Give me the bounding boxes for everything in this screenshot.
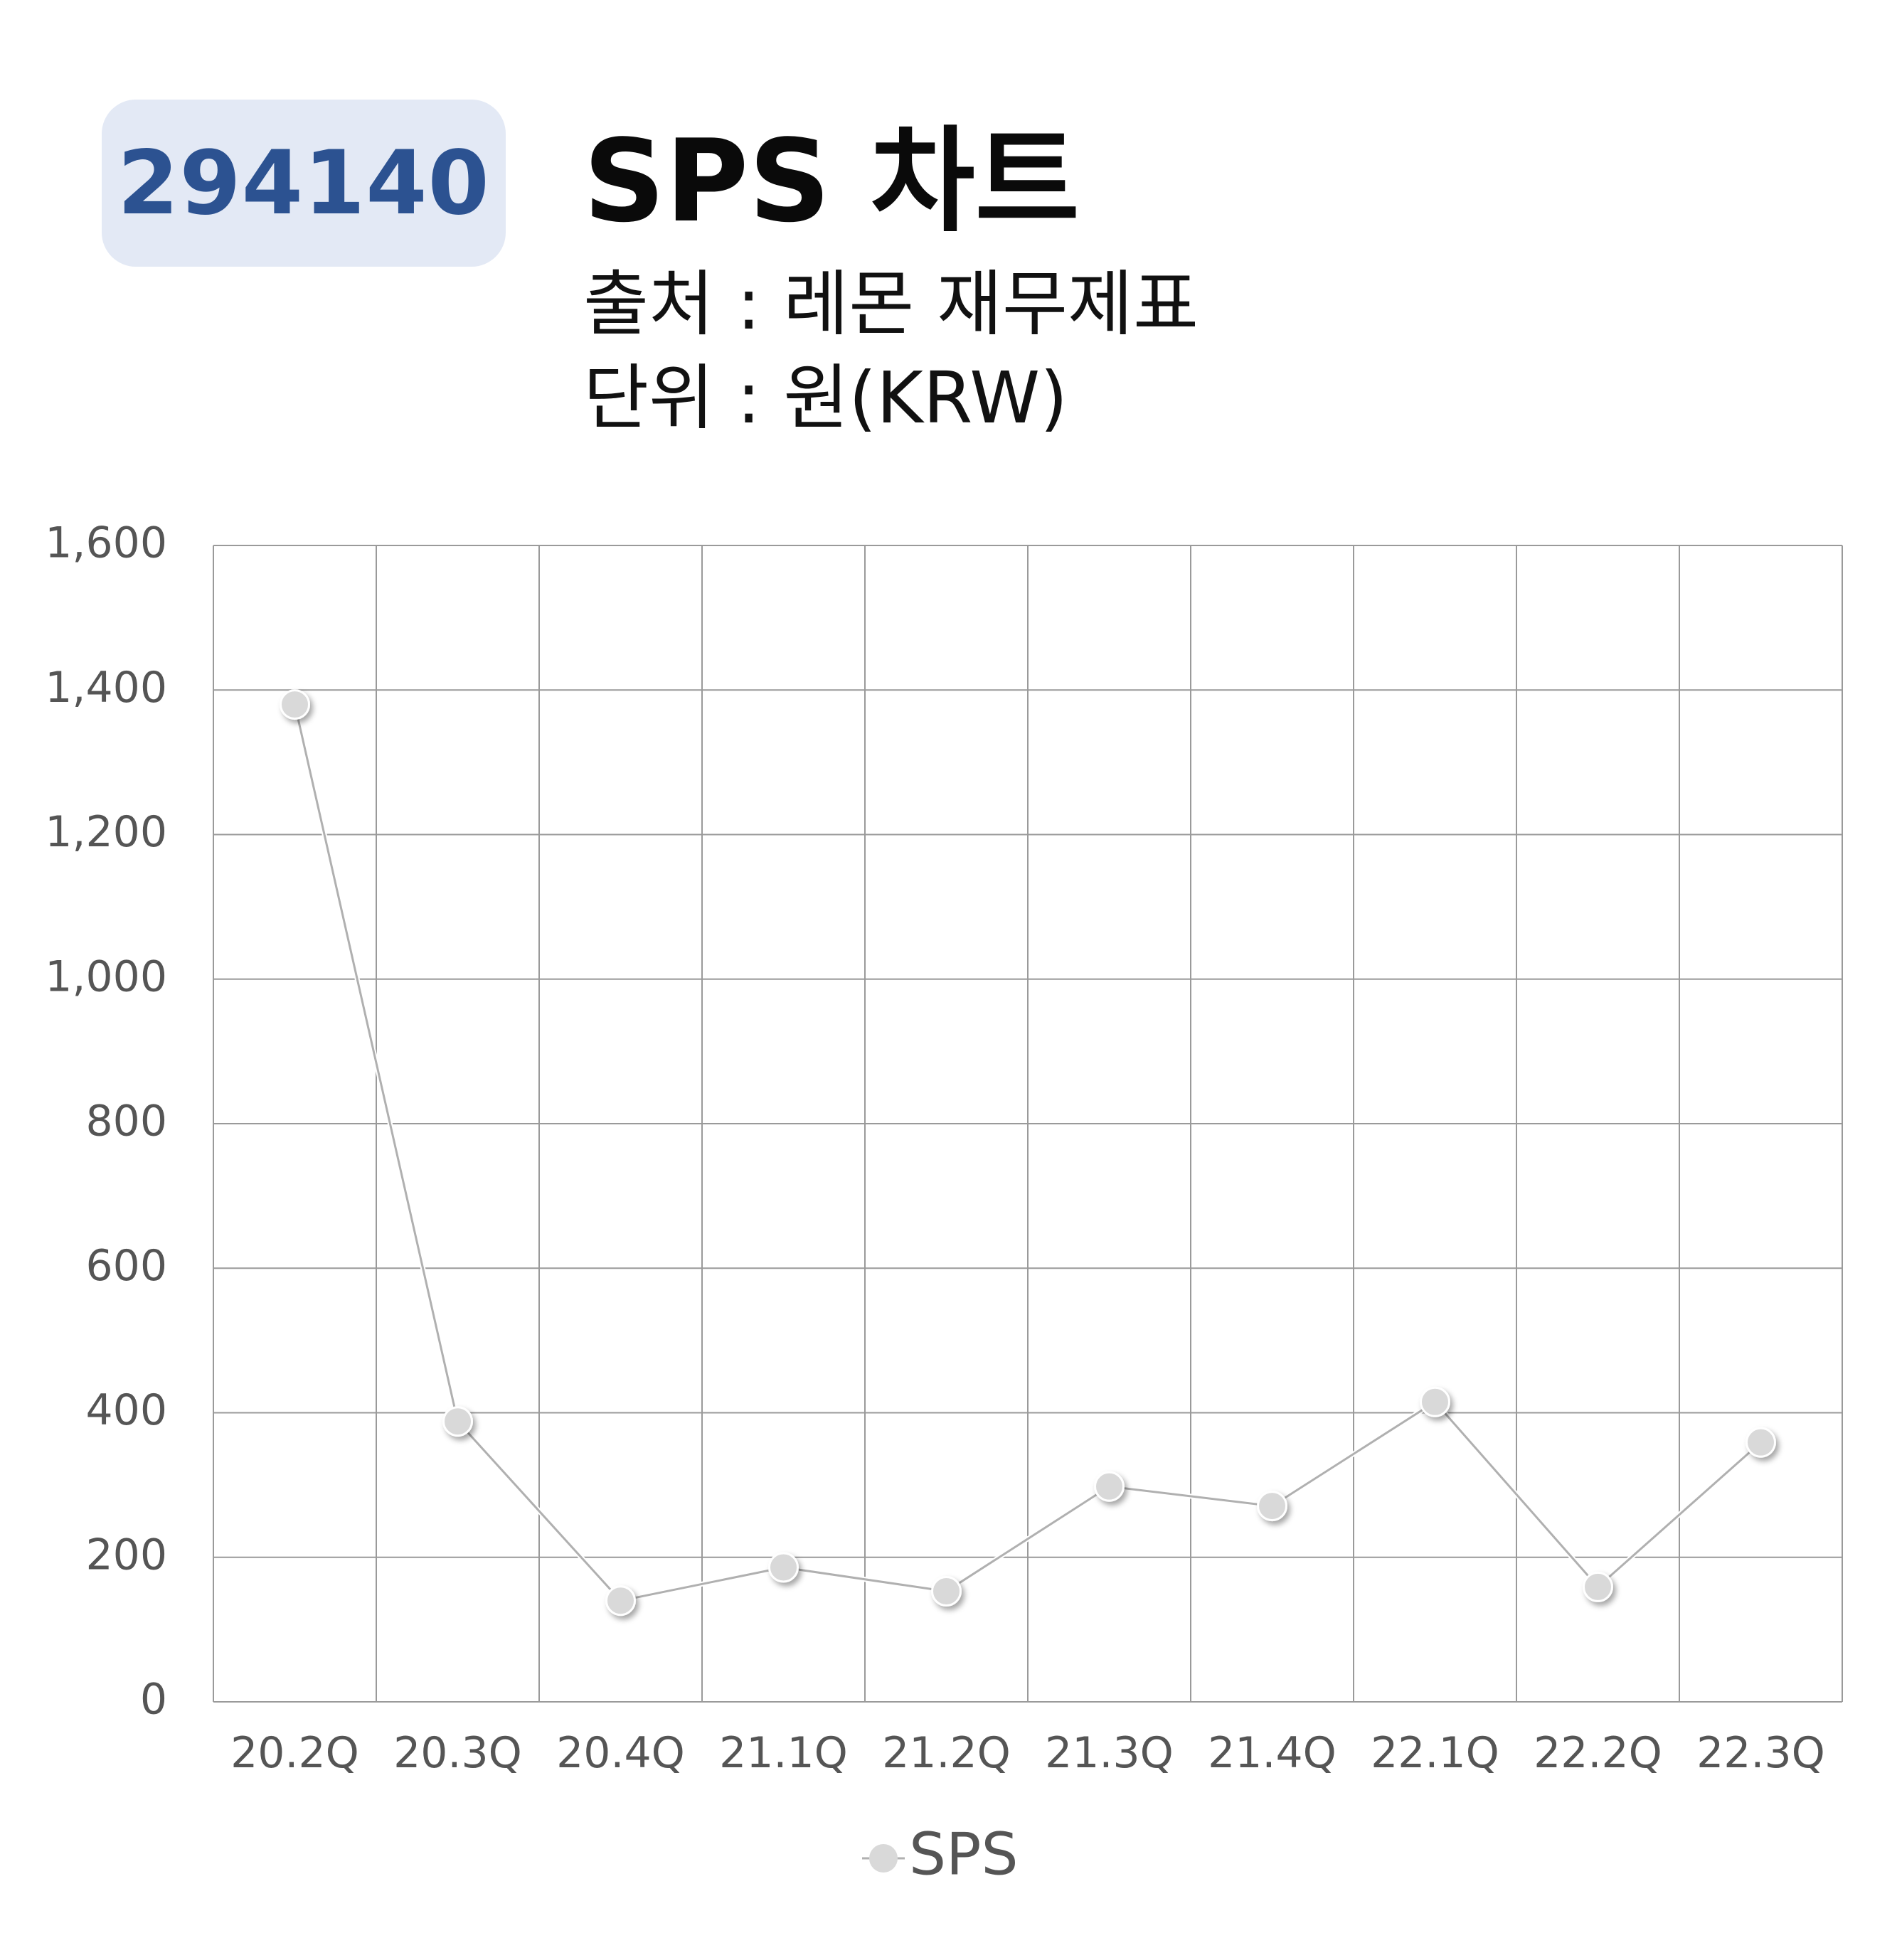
x-tick-label: 20.3Q (393, 1728, 522, 1778)
data-point (1257, 1491, 1287, 1522)
chart-title: SPS 차트 (583, 114, 1080, 247)
x-axis-ticks: 20.2Q 20.3Q 20.4Q 21.1Q 21.2Q 21.3Q 21.4Q 22.1Q… (230, 1728, 1825, 1778)
data-point (1094, 1471, 1125, 1502)
y-tick-label: 0 (140, 1675, 167, 1725)
data-point (768, 1552, 799, 1583)
data-point (1420, 1386, 1450, 1417)
data-point (442, 1406, 473, 1437)
grid-lines (213, 545, 1843, 1703)
y-tick-label: 1,000 (45, 952, 167, 1001)
unit-label: 단위 : 원(KRW) (583, 356, 1068, 440)
x-tick-label: 21.3Q (1045, 1728, 1174, 1778)
x-tick-label: 20.4Q (556, 1728, 685, 1778)
x-tick-label: 21.2Q (882, 1728, 1011, 1778)
x-tick-label: 22.2Q (1534, 1728, 1662, 1778)
legend-marker (869, 1844, 898, 1873)
x-tick-label: 21.1Q (719, 1728, 848, 1778)
y-tick-label: 1,400 (45, 663, 167, 713)
data-point (1583, 1571, 1613, 1602)
legend: SPS (862, 1821, 1019, 1888)
y-tick-label: 400 (85, 1385, 167, 1435)
y-tick-label: 1,600 (45, 518, 167, 568)
stock-code-badge: 294140 (102, 100, 506, 267)
data-point (280, 689, 310, 720)
y-tick-label: 200 (85, 1530, 167, 1580)
y-axis-ticks: 0 200 400 600 800 1,000 1,200 1,400 1,600 (45, 518, 167, 1725)
legend-label: SPS (909, 1821, 1019, 1888)
y-tick-label: 800 (85, 1097, 167, 1146)
stock-code: 294140 (117, 132, 490, 235)
data-point (931, 1576, 962, 1607)
data-point (1745, 1427, 1776, 1458)
y-tick-label: 1,200 (45, 807, 167, 857)
series-line (294, 704, 1762, 1602)
y-tick-label: 600 (85, 1241, 167, 1291)
x-tick-label: 22.3Q (1696, 1728, 1825, 1778)
x-tick-label: 20.2Q (230, 1728, 359, 1778)
source-label: 출처 : 레몬 재무제표 (583, 262, 1199, 346)
x-tick-label: 21.4Q (1208, 1728, 1337, 1778)
x-tick-label: 22.1Q (1371, 1728, 1499, 1778)
series-sps (280, 689, 1776, 1617)
data-point (605, 1585, 636, 1617)
